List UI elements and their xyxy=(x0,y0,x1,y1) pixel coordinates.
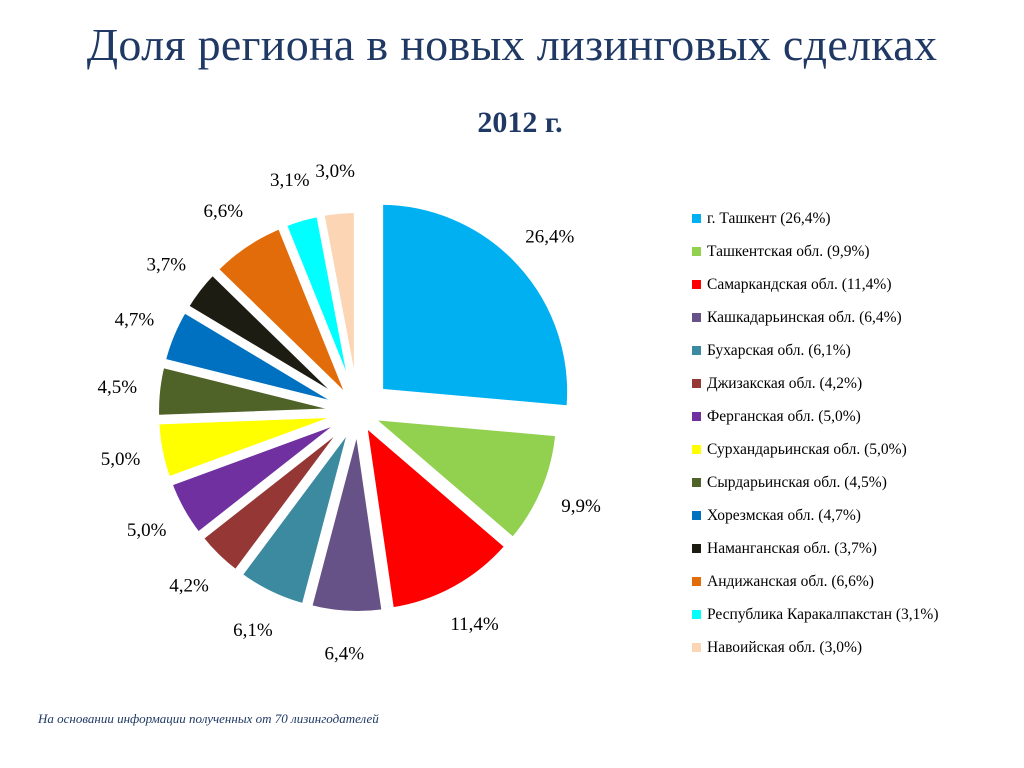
legend-item: Республика Каракалпакстан (3,1%) xyxy=(692,598,1012,631)
legend-swatch xyxy=(692,511,701,520)
slice-data-label: 9,9% xyxy=(561,496,601,517)
slice-data-label: 6,6% xyxy=(203,201,243,222)
pie-slice xyxy=(158,305,349,411)
legend-label: Навоийская обл. (3,0%) xyxy=(707,638,863,656)
legend-swatch xyxy=(692,577,701,586)
source-footnote: На основании информации полученных от 70… xyxy=(38,711,379,726)
legend-swatch xyxy=(692,247,701,256)
legend-swatch xyxy=(692,280,701,289)
slice-data-label: 4,2% xyxy=(169,575,209,596)
pie-chart: 26,4% 9,9% 11,4% 6,4% 6,1% 4,2% 5,0% 5,0% 4,5% 4,… xyxy=(98,161,601,665)
legend-label: Хорезмская обл. (4,7%) xyxy=(707,506,861,524)
slice-data-label: 11,4% xyxy=(450,614,499,635)
legend-item: г. Ташкент (26,4%) xyxy=(692,202,1012,235)
legend-swatch xyxy=(692,478,701,487)
slice-data-label: 3,7% xyxy=(147,254,187,275)
chart-legend: г. Ташкент (26,4%) Ташкентская обл. (9,9%… xyxy=(692,202,1012,664)
pie-slice xyxy=(359,415,513,614)
pie-slice xyxy=(211,221,355,405)
legend-label: Самаркандская обл. (11,4%) xyxy=(707,275,892,293)
legend-swatch xyxy=(692,214,701,223)
legend-swatch xyxy=(692,610,701,619)
legend-label: Джизакская обл. (4,2%) xyxy=(707,374,863,392)
legend-item: Самаркандская обл. (11,4%) xyxy=(692,268,1012,301)
legend-item: Сырдарьинская обл. (4,5%) xyxy=(692,466,1012,499)
slice-data-label: 3,1% xyxy=(270,170,310,191)
chart-subtitle: 2012 г. xyxy=(477,106,563,139)
legend-label: Андижанская обл. (6,6%) xyxy=(707,572,874,590)
legend-label: Республика Каракалпакстан (3,1%) xyxy=(707,605,939,623)
legend-item: Навоийская обл. (3,0%) xyxy=(692,631,1012,664)
legend-label: Сырдарьинская обл. (4,5%) xyxy=(707,473,887,491)
pie-slice xyxy=(360,412,562,545)
legend-swatch xyxy=(692,643,701,652)
legend-item: Ферганская обл. (5,0%) xyxy=(692,400,1012,433)
legend-label: Ферганская обл. (5,0%) xyxy=(707,407,861,425)
legend-item: Наманганская обл. (3,7%) xyxy=(692,532,1012,565)
legend-swatch xyxy=(692,379,701,388)
legend-item: Бухарская обл. (6,1%) xyxy=(692,334,1012,367)
legend-item: Андижанская обл. (6,6%) xyxy=(692,565,1012,598)
legend-item: Хорезмская обл. (4,7%) xyxy=(692,499,1012,532)
legend-label: Сурхандарьинская обл. (5,0%) xyxy=(707,440,907,458)
legend-label: Наманганская обл. (3,7%) xyxy=(707,539,877,557)
slice-data-label: 4,7% xyxy=(115,309,155,330)
slice-data-label: 5,0% xyxy=(101,449,141,470)
pie-slice xyxy=(153,411,348,484)
pie-slice xyxy=(165,415,350,540)
pie-slice xyxy=(181,267,351,408)
legend-item: Кашкадарьинская обл. (6,4%) xyxy=(692,301,1012,334)
legend-swatch xyxy=(692,346,701,355)
pie-slice xyxy=(153,361,347,422)
slice-data-label: 3,0% xyxy=(315,161,355,182)
legend-item: Джизакская обл. (4,2%) xyxy=(692,367,1012,400)
pie-slice xyxy=(305,423,389,617)
slice-data-label: 6,4% xyxy=(325,644,365,665)
slice-data-label: 4,5% xyxy=(98,377,138,398)
legend-item: Ташкентская обл. (9,9%) xyxy=(692,235,1012,268)
pie-slice xyxy=(377,198,574,412)
legend-swatch xyxy=(692,412,701,421)
legend-swatch xyxy=(692,313,701,322)
slice-data-label: 6,1% xyxy=(233,620,273,641)
legend-label: г. Ташкент (26,4%) xyxy=(707,209,831,227)
legend-swatch xyxy=(692,544,701,553)
slice-data-label: 5,0% xyxy=(127,520,167,541)
pie-slice xyxy=(196,418,353,578)
pie-slice xyxy=(317,207,360,401)
legend-swatch xyxy=(692,445,701,454)
legend-label: Кашкадарьинская обл. (6,4%) xyxy=(707,308,902,326)
page-title: Доля региона в новых лизинговых сделках xyxy=(86,19,938,70)
legend-item: Сурхандарьинская обл. (5,0%) xyxy=(692,433,1012,466)
legend-label: Бухарская обл. (6,1%) xyxy=(707,341,851,359)
slice-data-label: 26,4% xyxy=(525,226,574,247)
legend-label: Ташкентская обл. (9,9%) xyxy=(707,242,870,260)
pie-slice xyxy=(234,421,356,611)
